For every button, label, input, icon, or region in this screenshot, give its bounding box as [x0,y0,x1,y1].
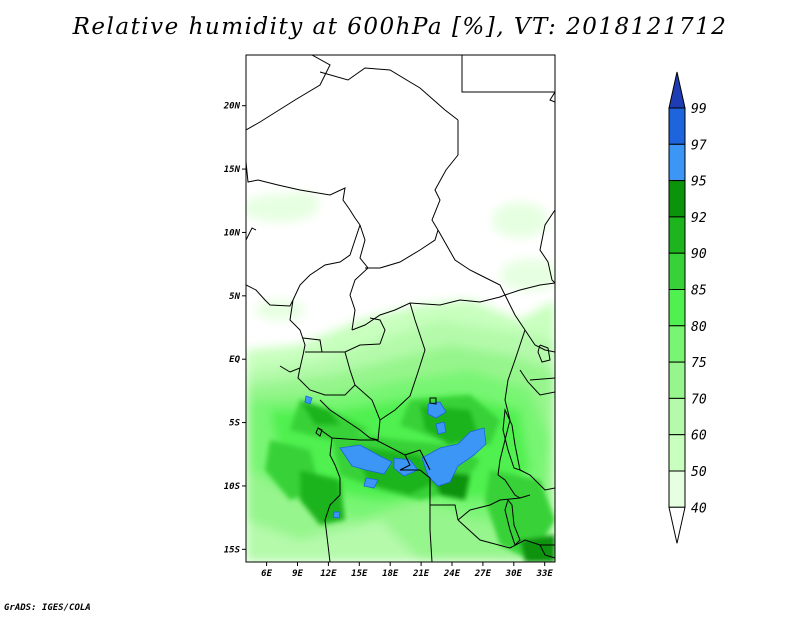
lat-tick-label: 10N [224,228,241,238]
colorbar-top-arrow [668,71,686,109]
lon-tick-label: 30E [505,569,523,579]
country-borders [246,55,555,562]
lon-tick-label: 12E [320,569,337,579]
lon-tick-label: 24E [443,569,461,579]
lat-tick-label: 15N [224,165,241,175]
colorbar-swatch [668,180,686,218]
lat-tick-label: 15S [224,545,241,555]
humidity-field [246,55,555,562]
colorbar-label: 70 [691,392,707,407]
colorbar-swatch [668,289,686,327]
colorbar-label: 99 [691,102,707,117]
lon-tick-label: 9E [292,569,303,579]
longitude-axis: 6E 9E 12E 15E 18E 21E 24E 27E 30E 33E [261,562,553,579]
lon-tick-label: 33E [536,569,554,579]
colorbar-label: 75 [691,356,707,371]
lon-tick-label: 6E [261,569,272,579]
colorbar: 99 97 95 92 90 85 80 75 70 60 50 40 [668,71,707,544]
colorbar-swatch [668,252,686,290]
lon-tick-label: 15E [351,569,368,579]
colorbar-swatch [668,143,686,182]
colorbar-swatch [668,216,686,254]
lat-tick-label: EQ [229,355,240,365]
lon-tick-label: 27E [474,569,492,579]
map-frame [245,54,556,563]
colorbar-label: 85 [691,284,707,299]
colorbar-label: 92 [691,211,707,226]
map-title: Relative humidity at 600hPa [%], VT: 201… [72,14,728,40]
colorbar-label: 40 [691,501,707,516]
colorbar-label: 80 [691,320,707,335]
lon-tick-label: 21E [412,569,430,579]
lat-tick-label: 5S [229,419,240,429]
colorbar-label: 50 [691,465,707,480]
colorbar-swatch [668,434,686,472]
colorbar-label: 97 [691,138,707,153]
colorbar-swatch [668,361,686,399]
colorbar-bottom-arrow [668,506,686,544]
colorbar-swatch [668,397,686,436]
lat-tick-label: 20N [223,102,241,112]
lat-tick-label: 10S [224,482,241,492]
lon-tick-label: 18E [382,569,399,579]
colorbar-swatch [668,470,686,508]
colorbar-label: 90 [691,247,707,262]
colorbar-swatch [668,325,686,363]
colorbar-label: 95 [691,175,707,190]
lat-tick-label: 5N [229,292,240,302]
grads-credit: GrADS: IGES/COLA [4,603,91,613]
colorbar-label: 60 [691,429,707,444]
colorbar-swatch [668,107,686,145]
latitude-axis: 20N 15N 10N 5N EQ 5S 10S 15S [223,102,246,555]
